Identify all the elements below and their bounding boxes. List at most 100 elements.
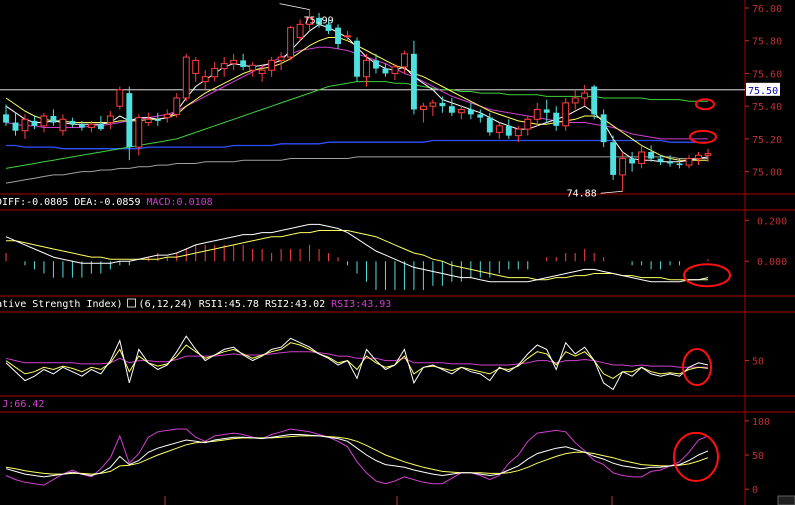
candlestick [382, 63, 389, 77]
rsi-params: (6,12,24) [139, 299, 193, 310]
candlestick [667, 155, 673, 167]
candlestick [533, 102, 541, 126]
candlestick [296, 19, 304, 41]
candlestick [135, 114, 143, 156]
price-tick-label: 75.60 [752, 69, 782, 80]
candlestick [619, 152, 627, 192]
macd-tick-label: 0.000 [757, 257, 787, 268]
d-line [5, 435, 709, 475]
price-tick-label: 75.00 [752, 168, 782, 179]
candlestick [87, 120, 95, 133]
candlestick [676, 158, 683, 169]
candlestick [277, 52, 285, 71]
candlestick [486, 112, 493, 136]
candlestick [50, 109, 57, 126]
candlestick [419, 102, 427, 123]
rsi2-legend: RSI2:43.02 [265, 299, 325, 310]
candlestick [258, 65, 266, 82]
candlestick [505, 119, 512, 139]
candlestick [220, 57, 228, 77]
candlestick [116, 86, 124, 110]
candlestick [154, 112, 161, 126]
rsi3-line [5, 351, 708, 368]
rsi1-legend: RSI1:45.78 [199, 299, 259, 310]
candlestick [600, 109, 607, 148]
candlestick [685, 155, 693, 169]
diff-line [5, 223, 709, 283]
highlight-circle [695, 98, 715, 111]
candlestick [477, 109, 484, 123]
rsi2-line [5, 342, 709, 379]
ma-line-ma60 [6, 139, 708, 150]
scroll-handle[interactable] [777, 495, 795, 505]
candlestick [581, 84, 589, 107]
candlestick [638, 145, 646, 169]
k-line [5, 434, 709, 478]
macd-legend: MACD:0.0108 [146, 197, 212, 208]
candlestick [173, 93, 181, 118]
candlestick [249, 62, 257, 77]
price-tick-label: 75.20 [752, 135, 782, 146]
candlestick [144, 112, 152, 126]
candlestick [553, 106, 560, 131]
candlestick [467, 102, 474, 120]
price-tick-label: 75.80 [752, 37, 782, 48]
collapse-icon[interactable] [127, 298, 136, 308]
ma-legend-text: (5,10,20,30,60,120) MA5:75.07 MA10:75.07… [4, 0, 516, 1]
candlestick [325, 19, 332, 35]
highlight-circle [689, 129, 717, 144]
kdj-tick-label: 0 [752, 485, 758, 496]
candlestick [163, 109, 171, 123]
highlight-circle [673, 431, 719, 482]
candlestick [211, 62, 219, 82]
current-price-tag: 75.50 [748, 86, 778, 97]
candlestick [648, 145, 655, 162]
kdj-tick-label: 50 [752, 451, 764, 462]
candlestick [429, 99, 437, 116]
candlestick [240, 53, 247, 71]
current-price-tag-box [746, 82, 780, 96]
candlestick [695, 152, 702, 166]
candlestick [201, 70, 209, 90]
highlight-circle [683, 263, 731, 288]
candlestick [363, 53, 370, 87]
price-tick-label: 75.40 [752, 102, 782, 113]
candlestick [391, 63, 399, 80]
candlestick [306, 9, 314, 31]
price-tick-label: 76.00 [752, 4, 782, 15]
trough-label: 74.88 [567, 188, 597, 199]
candlestick [230, 53, 238, 71]
candlestick [40, 112, 48, 133]
peak-pointer [279, 3, 310, 11]
candlestick [373, 53, 379, 74]
rsi1-line [5, 335, 709, 391]
candlestick [610, 135, 617, 180]
candlestick [400, 50, 408, 74]
candlestick [354, 37, 360, 82]
kdj-tick-label: 100 [752, 417, 770, 428]
rsi-name: RSI(Relative Strength Index) [0, 299, 123, 310]
candlestick [514, 125, 522, 143]
candlestick [31, 116, 38, 130]
peak-label: 75.99 [304, 16, 334, 27]
candlestick [78, 120, 85, 131]
candlestick [495, 122, 503, 139]
candlestick [629, 152, 636, 172]
j-legend: J:66.42 [2, 399, 44, 410]
candlestick [410, 40, 417, 115]
ma-line-ma120 [5, 156, 708, 184]
candlestick [126, 86, 133, 161]
candlestick [344, 30, 351, 41]
candlestick [704, 148, 712, 162]
candlestick [182, 53, 190, 102]
candlestick [69, 117, 76, 128]
candlestick [591, 84, 598, 120]
candlestick [457, 106, 465, 120]
candlestick [571, 89, 579, 110]
rsi-tick-label: 50 [752, 357, 764, 368]
candlestick [335, 24, 341, 49]
candlestick [543, 99, 550, 123]
candlestick [59, 114, 67, 136]
